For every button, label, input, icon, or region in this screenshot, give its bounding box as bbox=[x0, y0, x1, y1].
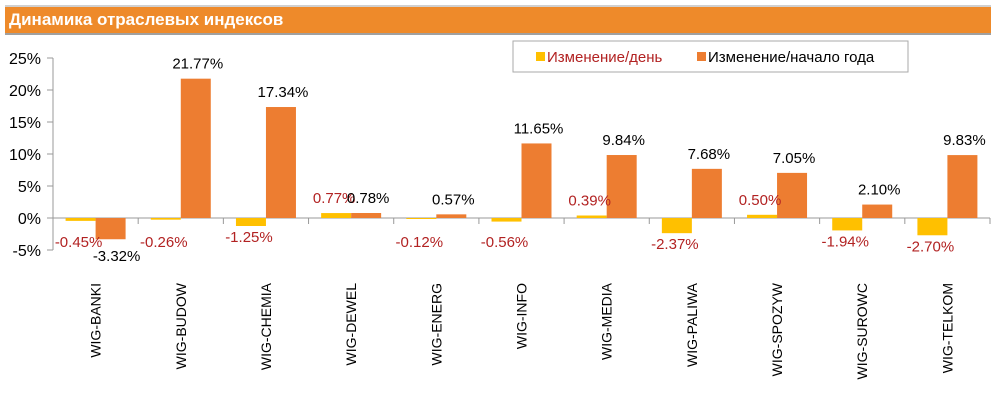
label-daily: 0.39% bbox=[568, 193, 611, 210]
y-tick-label: 25% bbox=[9, 51, 41, 68]
bar-daily bbox=[832, 218, 863, 231]
bar-ytd bbox=[691, 168, 722, 218]
label-ytd: 17.34% bbox=[258, 84, 309, 101]
y-tick-label: 10% bbox=[9, 147, 41, 164]
bar-ytd bbox=[606, 155, 637, 218]
legend-label-daily: Изменение/день bbox=[547, 49, 662, 66]
bar-daily bbox=[235, 218, 266, 226]
label-daily: -0.26% bbox=[140, 234, 188, 251]
bar-daily bbox=[917, 218, 948, 236]
category-label: WIG-INFO bbox=[514, 283, 530, 349]
label-daily: -0.12% bbox=[396, 234, 444, 251]
bar-daily bbox=[576, 215, 607, 218]
y-tick-label: 0% bbox=[18, 211, 41, 228]
bar-daily bbox=[406, 218, 437, 219]
category-label: WIG-BANKI bbox=[88, 283, 104, 358]
label-ytd: -3.32% bbox=[93, 248, 141, 265]
bar-ytd bbox=[862, 204, 893, 218]
category-label: WIG-CHEMIA bbox=[258, 282, 274, 370]
bar-ytd bbox=[521, 143, 552, 218]
bar-ytd bbox=[777, 172, 808, 218]
bar-ytd bbox=[436, 214, 467, 218]
bar-ytd bbox=[265, 107, 296, 218]
bar-daily bbox=[150, 218, 181, 220]
bar-ytd bbox=[180, 78, 211, 218]
category-label: WIG-BUDOW bbox=[173, 282, 189, 369]
legend-box bbox=[512, 40, 909, 73]
label-ytd: 0.57% bbox=[432, 191, 475, 208]
chart-title: Динамика отраслевых индексов bbox=[9, 10, 284, 29]
category-label: WIG-SPOZYW bbox=[769, 282, 785, 376]
label-daily: -2.70% bbox=[907, 238, 955, 255]
label-daily: -0.45% bbox=[55, 234, 103, 251]
legend-label-ytd: Изменение/начало года bbox=[708, 49, 875, 66]
y-tick-label: 5% bbox=[18, 179, 41, 196]
y-tick-label: -5% bbox=[13, 243, 41, 260]
y-tick-label: 20% bbox=[9, 83, 41, 100]
bar-ytd bbox=[95, 218, 126, 240]
label-ytd: 2.10% bbox=[858, 182, 901, 199]
y-tick-label: 15% bbox=[9, 115, 41, 132]
bar-daily bbox=[321, 213, 352, 218]
legend-swatch-ytd bbox=[697, 52, 706, 61]
category-label: WIG-PALIWA bbox=[684, 282, 700, 367]
bar-daily bbox=[491, 218, 522, 222]
label-ytd: 9.83% bbox=[943, 132, 986, 149]
category-label: WIG-TELKOM bbox=[939, 283, 955, 373]
bar-daily bbox=[747, 214, 778, 218]
label-daily: 0.50% bbox=[739, 192, 782, 209]
label-ytd: 9.84% bbox=[602, 132, 645, 149]
label-ytd: 0.78% bbox=[347, 190, 390, 207]
label-daily: -0.56% bbox=[481, 234, 529, 251]
bar-ytd bbox=[947, 155, 978, 218]
bar-ytd bbox=[351, 213, 382, 218]
label-ytd: 11.65% bbox=[514, 120, 564, 137]
category-label: WIG-SUROWC bbox=[854, 283, 870, 379]
title-bar: Динамика отраслевых индексов bbox=[5, 5, 991, 35]
label-ytd: 7.68% bbox=[688, 146, 731, 163]
label-daily: 0.77% bbox=[313, 190, 356, 207]
category-label: WIG-MEDIA bbox=[599, 282, 615, 360]
bar-daily bbox=[661, 218, 692, 234]
label-daily: -1.25% bbox=[225, 229, 273, 246]
label-ytd: 7.05% bbox=[773, 150, 816, 167]
label-ytd: 21.77% bbox=[172, 56, 223, 73]
label-daily: -2.37% bbox=[651, 236, 699, 253]
legend-swatch-daily bbox=[536, 52, 545, 61]
label-daily: -1.94% bbox=[821, 233, 869, 250]
category-label: WIG-ENERG bbox=[428, 283, 444, 365]
bar-daily bbox=[65, 218, 96, 221]
category-label: WIG-DEWEL bbox=[343, 283, 359, 366]
